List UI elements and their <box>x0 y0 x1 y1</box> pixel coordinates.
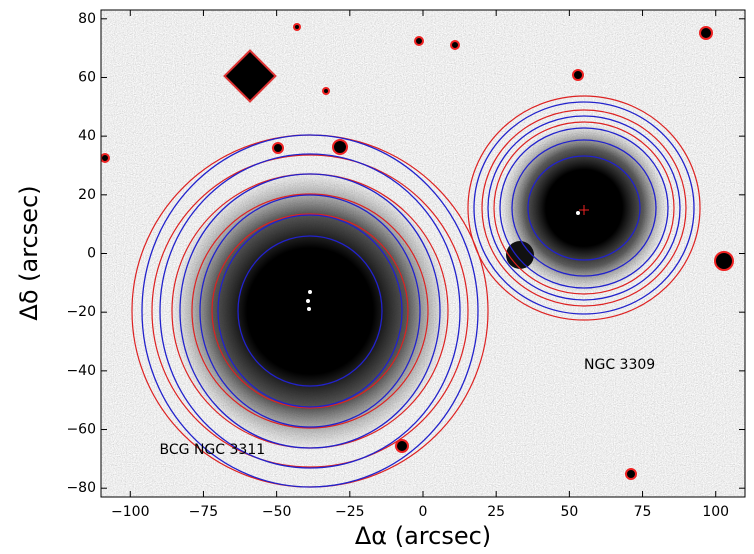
x-tick-label: −75 <box>189 504 219 520</box>
y-tick-label: 20 <box>78 187 96 203</box>
y-tick-label: −20 <box>66 304 96 320</box>
y-tick-label: −40 <box>66 363 96 379</box>
y-axis-label: Δδ (arcsec) <box>15 185 43 320</box>
y-tick-label: 0 <box>87 246 96 262</box>
y-tick-label: −60 <box>66 422 96 438</box>
x-tick-label: −100 <box>111 504 149 520</box>
x-tick-label: −25 <box>335 504 365 520</box>
y-tick-label: 40 <box>78 128 96 144</box>
x-axis-label: Δα (arcsec) <box>355 522 491 550</box>
x-tick-label: 75 <box>634 504 652 520</box>
x-tick-label: −50 <box>262 504 292 520</box>
y-tick-label: 60 <box>78 69 96 85</box>
x-tick-label: 0 <box>419 504 428 520</box>
x-tick-label: 25 <box>487 504 505 520</box>
y-tick-label: 80 <box>78 11 96 27</box>
x-tick-label: 100 <box>702 504 729 520</box>
annotation: BCG NGC 3311 <box>160 442 266 458</box>
x-tick-label: 50 <box>560 504 578 520</box>
y-tick-label: −80 <box>66 480 96 496</box>
annotation: NGC 3309 <box>584 357 655 373</box>
image <box>101 10 745 497</box>
